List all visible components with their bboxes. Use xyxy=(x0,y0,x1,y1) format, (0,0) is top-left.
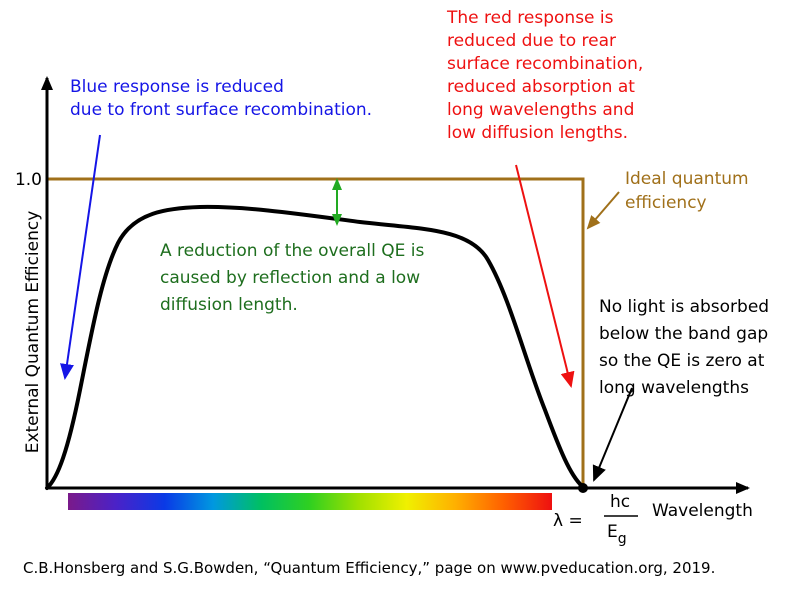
y-tick-label: 1.0 xyxy=(15,170,42,190)
lambda-symbol: λ = xyxy=(553,511,583,531)
no-light-annotation-arrow xyxy=(592,387,633,482)
annotation-line: below the band gap xyxy=(599,324,768,344)
annotation-line: long wavelengths and xyxy=(447,100,634,120)
blue-annotation-arrow xyxy=(60,134,101,380)
band-gap-point xyxy=(578,483,588,493)
annotation-line: reduced due to rear xyxy=(447,31,616,51)
annotation-line: diffusion length. xyxy=(160,295,298,315)
annotation-line: due to front surface recombination. xyxy=(70,100,372,120)
red-annotation-arrow xyxy=(515,164,575,388)
blue-response-note: Blue response is reduced due to front sur… xyxy=(70,77,372,120)
annotation-line: efficiency xyxy=(625,193,707,213)
annotation-line: No light is absorbed xyxy=(599,297,769,317)
annotation-line: Ideal quantum xyxy=(625,169,749,189)
band-gap-formula: λ = hc Eg xyxy=(553,492,638,547)
reduction-note: A reduction of the overall QE is caused b… xyxy=(160,241,425,315)
annotation-line: reduced absorption at xyxy=(447,77,635,97)
formula-numerator: hc xyxy=(610,492,630,512)
annotation-line: surface recombination, xyxy=(447,54,643,74)
figure-caption: C.B.Honsberg and S.G.Bowden, “Quantum Ef… xyxy=(23,559,715,577)
ideal-qe-note: Ideal quantum efficiency xyxy=(625,169,749,213)
formula-denominator: Eg xyxy=(607,522,627,547)
annotation-line: low diffusion lengths. xyxy=(447,123,628,143)
qe-curve xyxy=(45,204,584,490)
annotation-line: Blue response is reduced xyxy=(70,77,284,97)
spectrum-bar xyxy=(68,493,552,510)
annotation-line: long wavelengths xyxy=(599,378,749,398)
ideal-annotation-arrow xyxy=(586,191,620,230)
red-response-note: The red response is reduced due to rear su… xyxy=(446,8,643,143)
no-light-note: No light is absorbed below the band gap so… xyxy=(599,297,769,398)
x-axis-label: Wavelength xyxy=(652,501,753,521)
annotation-line: caused by reflection and a low xyxy=(160,268,420,288)
annotation-line: The red response is xyxy=(446,8,614,28)
annotation-line: A reduction of the overall QE is xyxy=(160,241,425,261)
ideal-qe-line xyxy=(47,177,585,488)
annotation-line: so the QE is zero at xyxy=(599,351,765,371)
y-axis-label: External Quantum Efficiency xyxy=(23,211,43,454)
